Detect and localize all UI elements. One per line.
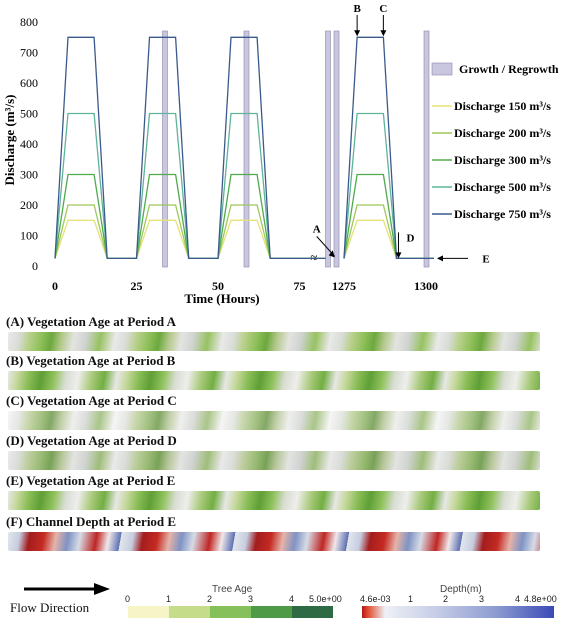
y-tick-label: 500: [20, 107, 38, 121]
annotation-label: E: [482, 253, 489, 265]
panel-title-f: (F) Channel Depth at Period E: [6, 514, 177, 529]
tree-age-color-step: [292, 606, 333, 618]
tree-age-title: Tree Age: [212, 584, 253, 595]
tree-age-color-step: [251, 606, 292, 618]
depth-tick-label: 4.8e+00: [524, 594, 557, 604]
y-tick-label: 800: [20, 15, 38, 29]
growth-period-bar: [333, 30, 340, 268]
legend-label: Discharge 300 m³/s: [454, 153, 551, 167]
tree-age-tick-label: 4: [289, 594, 295, 604]
tree-age-color-step: [169, 606, 210, 618]
annotation-label: C: [379, 3, 387, 15]
growth-period-bar: [325, 30, 331, 268]
vegetation-strip-d: [8, 451, 540, 470]
y-tick-label: 0: [32, 259, 38, 273]
annotation-label: D: [406, 232, 414, 244]
period-annotations: A B C D E: [313, 3, 490, 265]
legend-label: Discharge 500 m³/s: [454, 180, 551, 194]
panel-title-c: (C) Vegetation Age at Period C: [6, 393, 177, 408]
depth-color-ramp: [362, 606, 554, 618]
annotation-arrowhead: [380, 30, 387, 37]
depth-tick-label: 4: [515, 594, 521, 604]
legend-label: Discharge 150 m³/s: [454, 99, 551, 113]
panel-title-e: (E) Vegetation Age at Period E: [6, 473, 176, 488]
series-line: [343, 36, 435, 260]
series-line: [54, 173, 326, 260]
annotation-arrowhead: [437, 255, 443, 262]
vegetation-strip-c: [8, 411, 540, 430]
x-tick-label: 1300: [414, 279, 438, 293]
annotation-label: B: [353, 3, 361, 15]
chart-legend: Growth / Regrowth Discharge 150 m³/s Disch…: [431, 62, 559, 221]
vegetation-strip-a: [8, 332, 540, 351]
annotation-arrowhead: [328, 250, 335, 258]
x-tick-label: 25: [131, 279, 143, 293]
panel-title-b: (B) Vegetation Age at Period B: [6, 353, 176, 368]
x-tick-label: 75: [294, 279, 306, 293]
legend-label-growth: Growth / Regrowth: [459, 62, 559, 76]
panel-title-d: (D) Vegetation Age at Period D: [6, 433, 177, 448]
tree-age-tick-label: 5.0e+00: [309, 594, 342, 604]
y-tick-label: 200: [20, 198, 38, 212]
y-tick-label: 100: [20, 229, 38, 243]
tree-age-tick-label: 0: [125, 594, 131, 604]
series-line: [343, 173, 435, 260]
x-axis-label: Time (Hours): [184, 291, 259, 306]
y-axis-label: Discharge (m³/s): [2, 95, 17, 186]
annotation-arrowhead: [395, 252, 402, 259]
flow-direction-arrow: [24, 583, 110, 595]
y-tick-label: 400: [20, 137, 38, 151]
tree-age-color-step: [128, 606, 169, 618]
panel-title-a: (A) Vegetation Age at Period A: [6, 314, 177, 329]
vegetation-strip-e: [8, 491, 540, 510]
annotation-label: A: [313, 223, 321, 235]
discharge-chart: 0 100 200 300 400 500 600 700 800 0 25 50 75 1275 1300…: [2, 3, 559, 306]
series-line: [54, 36, 326, 260]
y-tick-label: 700: [20, 46, 38, 60]
depth-tick-label: 4.6e-03: [360, 594, 391, 604]
series-line: [54, 219, 326, 260]
series-line: [54, 204, 326, 260]
y-tick-label: 300: [20, 168, 38, 182]
depth-tick-label: 3: [479, 594, 485, 604]
legend-swatch-growth: [431, 62, 453, 76]
tree-age-tick-label: 3: [248, 594, 254, 604]
tree-age-tick-label: 2: [207, 594, 213, 604]
legend-label: Discharge 200 m³/s: [454, 126, 551, 140]
axis-break-symbol: ≈: [310, 250, 317, 265]
discharge-series: [54, 36, 435, 260]
depth-tick-label: 1: [408, 594, 414, 604]
annotation-arrowhead: [354, 30, 361, 37]
depth-strip-f: [8, 532, 540, 551]
x-tick-label: 50: [212, 279, 224, 293]
x-tick-label: 0: [52, 279, 58, 293]
growth-period-bar: [162, 30, 168, 268]
series-line: [54, 112, 326, 260]
depth-title: Depth(m): [440, 584, 482, 595]
growth-periods: [162, 30, 430, 268]
vegetation-strip-b: [8, 371, 540, 390]
tree-age-color-ramp: [128, 606, 333, 618]
flow-direction-label: Flow Direction: [10, 600, 90, 615]
growth-period-bar: [243, 30, 250, 268]
y-tick-label: 600: [20, 76, 38, 90]
tree-age-tick-label: 1: [166, 594, 172, 604]
legend-label: Discharge 750 m³/s: [454, 207, 551, 221]
x-tick-label: 1275: [332, 279, 356, 293]
tree-age-color-step: [210, 606, 251, 618]
chart-axes: 0 100 200 300 400 500 600 700 800 0 25 50 75 1275 1300…: [20, 15, 438, 293]
growth-period-bar: [423, 30, 430, 268]
depth-tick-label: 2: [443, 594, 449, 604]
